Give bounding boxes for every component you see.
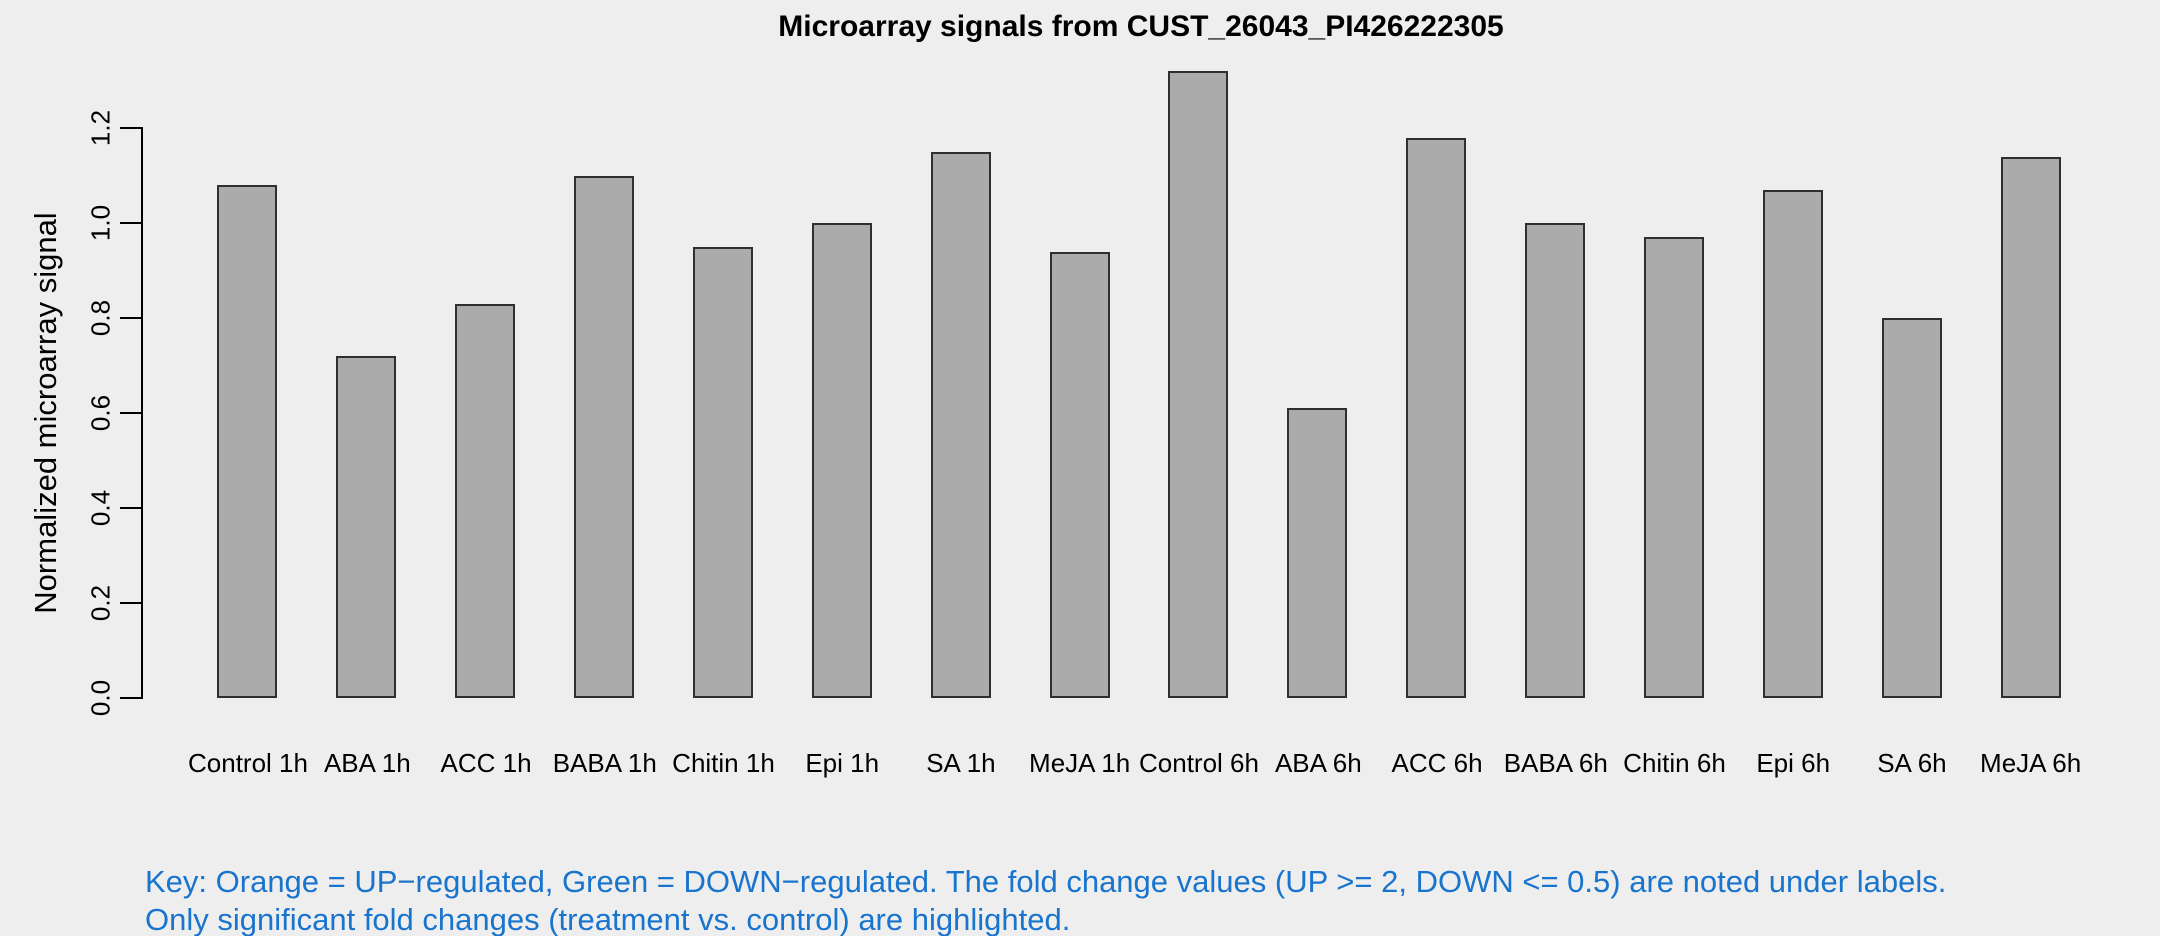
bar-aba-1h [336,356,397,698]
bar-slot [901,0,1020,698]
x-tick-label: Epi 1h [805,748,880,778]
bar-slot [545,0,664,698]
x-tick-label: BABA 1h [552,748,657,778]
bar-slot [1615,0,1734,698]
y-tick-label: 0.4 [85,489,116,527]
x-tick-label: SA 6h [1877,748,1947,778]
x-tick-label: MeJA 6h [1980,748,2082,778]
chart-title: Microarray signals from CUST_26043_PI426… [778,10,1504,43]
y-tick-mark [120,412,142,414]
bar-baba-6h [1525,223,1586,698]
bar-sa-1h [930,151,991,698]
bar-chitin-1h [692,246,753,698]
bar-slot [1971,0,2090,698]
y-axis-line [141,127,143,699]
y-tick-mark [120,127,142,129]
x-tick-label: ACC 1h [440,748,532,778]
x-labels: Control 1h ABA 1h ACC 1h BABA 1h Chitin 1h Ep… [188,748,2090,779]
bar-slot [782,0,901,698]
x-tick-label: Control 1h [188,748,308,778]
bar-slot [307,0,426,698]
y-tick-mark [120,697,142,699]
bar-aba-6h [1287,408,1348,698]
x-tick-label: BABA 6h [1503,748,1608,778]
x-tick-label: ABA 1h [323,748,411,778]
key-note-line2: Only significant fold changes (treatment… [145,902,1071,936]
bar-chitin-6h [1643,237,1704,698]
bar-slot [426,0,545,698]
bar-acc-1h [455,303,516,698]
key-note: Key: Orange = UP−regulated, Green = DOWN… [145,863,1946,936]
bar-control-1h [217,185,278,698]
bar-acc-6h [1406,137,1467,698]
x-tick-label: SA 1h [926,748,996,778]
y-axis-title: Normalized microarray signal [28,212,63,614]
x-tick-label: MeJA 1h [1029,748,1131,778]
bar-control-6h [1168,71,1229,698]
y-tick-label: 0.2 [85,584,116,622]
y-tick-mark [120,222,142,224]
y-tick-label: 1.0 [85,204,116,242]
y-tick-mark [120,317,142,319]
y-tick-mark [120,507,142,509]
x-tick-label: Control 6h [1139,748,1259,778]
key-note-line1: Key: Orange = UP−regulated, Green = DOWN… [145,864,1947,899]
x-tick-label: Epi 6h [1756,748,1831,778]
x-tick-label: ABA 6h [1274,748,1362,778]
bar-epi-6h [1762,189,1823,698]
bar-epi-1h [811,223,872,698]
bars [188,0,2090,698]
y-tick-label: 0.0 [85,679,116,717]
x-tick-label: ACC 6h [1391,748,1483,778]
y-tick-label: 0.8 [85,299,116,337]
bar-meja-1h [1049,251,1110,698]
bar-slot [1258,0,1377,698]
y-tick-label: 1.2 [85,109,116,147]
x-tick-label: Chitin 1h [672,748,775,778]
y-tick-mark [120,602,142,604]
bar-sa-6h [1881,318,1942,698]
x-tick-label: Chitin 6h [1623,748,1726,778]
y-tick-label: 0.6 [85,394,116,432]
bar-slot [1496,0,1615,698]
bar-slot [1020,0,1139,698]
bar-slot [1139,0,1258,698]
bar-slot [664,0,783,698]
bar-slot [188,0,307,698]
bar-slot [1733,0,1852,698]
bar-slot [1377,0,1496,698]
bar-slot [1852,0,1971,698]
bar-meja-6h [2000,156,2061,698]
bar-baba-1h [574,175,635,698]
